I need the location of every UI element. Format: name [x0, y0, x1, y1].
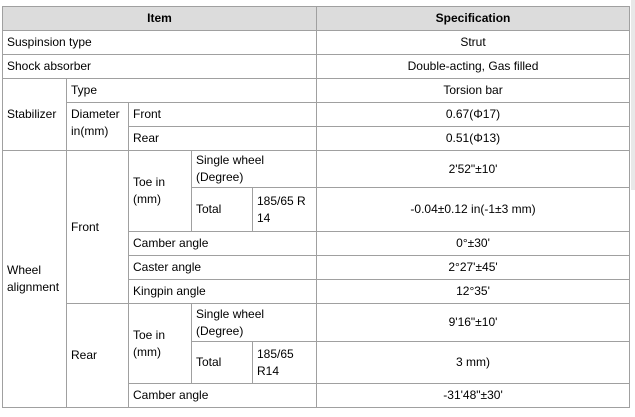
cell: Front	[66, 150, 129, 304]
row: Shock absorber Double-acting, Gas filled	[1, 54, 631, 79]
cell: -31'48"±30'	[316, 383, 631, 408]
cell: 12°35'	[316, 279, 631, 304]
cell: Suspinsion type	[1, 30, 318, 55]
header-cell: Item	[1, 6, 318, 31]
cell: Type	[65, 78, 318, 103]
cell: Total	[191, 341, 253, 384]
row: Suspinsion type Strut	[1, 30, 631, 55]
cell: Camber angle	[127, 383, 318, 408]
row: Total 185/65 R 14 -0.04±0.12 in(-1±3 mm)	[3, 187, 631, 232]
cell: 0°±30'	[316, 231, 631, 256]
cell: 0.51(Φ13)	[316, 126, 631, 151]
row: Camber angle 0°±30'	[3, 231, 631, 256]
cell: 3 mm)	[316, 341, 631, 384]
cell: 185/65 R 14	[251, 187, 318, 232]
row: Kingpin angle 12°35'	[3, 279, 631, 304]
cell: 0.67(Φ17)	[316, 102, 631, 127]
row: Diameter in(mm) Front 0.67(Φ17)	[3, 102, 631, 151]
cell: 9'16"±10'	[316, 303, 631, 342]
cell: Total	[191, 187, 253, 232]
cell: Single wheel (Degree)	[190, 150, 318, 188]
header-cell: Specification	[316, 6, 631, 31]
cell: Single wheel (Degree)	[190, 303, 318, 342]
cell: Rear	[66, 303, 129, 408]
header-row: Item Specification	[1, 6, 631, 31]
cell: Double-acting, Gas filled	[316, 54, 631, 79]
cell: Shock absorber	[1, 54, 318, 79]
scrollbar[interactable]	[631, 0, 635, 190]
row: Rear 0.51(Φ13)	[3, 126, 631, 151]
cell: Strut	[316, 30, 631, 55]
cell: Wheel alignment	[2, 150, 67, 408]
cell: Torsion bar	[316, 78, 631, 103]
row: Stabilizer Type Torsion bar	[2, 78, 631, 151]
row: Camber angle -31'48"±30'	[3, 383, 631, 408]
cell: Diameter in(mm)	[66, 102, 129, 151]
cell: Toe in (mm)	[128, 303, 192, 384]
cell: 2'52"±10'	[316, 150, 631, 188]
cell: Caster angle	[127, 255, 318, 280]
cell: -0.04±0.12 in(-1±3 mm)	[316, 187, 631, 232]
cell: Kingpin angle	[127, 279, 318, 304]
cell: Stabilizer	[2, 78, 67, 151]
cell: Rear	[127, 126, 318, 151]
spec-table: Item Specification Suspinsion type Strut…	[1, 6, 631, 408]
cell: Camber angle	[127, 231, 318, 256]
row: Wheel alignment Front Toe in (mm) Single…	[2, 150, 631, 408]
cell: 2°27'±45'	[316, 255, 631, 280]
cell: 185/65 R14	[251, 341, 318, 384]
cell: Toe in (mm)	[128, 150, 192, 232]
cell: Front	[127, 102, 318, 127]
row: Rear Toe in (mm) Single wheel (Degree) 9…	[3, 303, 631, 408]
